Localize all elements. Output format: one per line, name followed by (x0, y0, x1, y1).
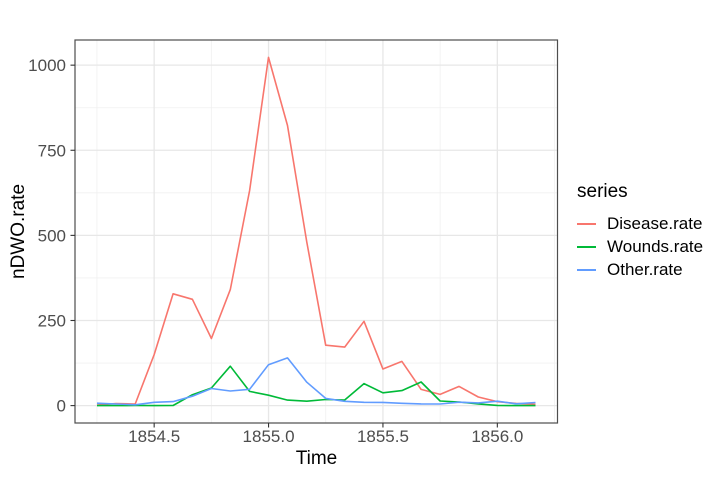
legend: series Disease.rate Wounds.rate Other.rate (577, 181, 703, 281)
legend-entry-other-rate: Other.rate (577, 258, 703, 281)
legend-entries: Disease.rate Wounds.rate Other.rate (577, 212, 703, 281)
panel-border (74, 39, 559, 424)
y-axis-title: nDWO.rate (8, 183, 29, 280)
legend-entry-disease-rate: Disease.rate (577, 212, 703, 235)
legend-key-icon (577, 235, 596, 258)
x-axis-title: Time (295, 448, 338, 469)
panel-background (75, 40, 558, 423)
series-line-disease-rate (96, 56, 536, 406)
legend-key-line (577, 268, 596, 271)
y-tick-label: 500 (38, 226, 66, 245)
y-tick-label: 1000 (28, 56, 66, 75)
y-tick-label: 0 (57, 397, 66, 416)
legend-title: series (577, 181, 628, 202)
x-tick-label: 1856.0 (471, 427, 523, 446)
legend-label: Wounds.rate (607, 236, 704, 256)
legend-key-line (577, 245, 596, 248)
series-line-other-rate (96, 357, 536, 406)
legend-key-icon (577, 212, 596, 235)
y-tick-label: 250 (38, 311, 66, 330)
legend-label: Disease.rate (607, 213, 703, 233)
legend-key-icon (577, 258, 596, 281)
x-tick-label: 1854.5 (128, 427, 180, 446)
legend-label: Other.rate (607, 259, 683, 279)
x-tick-label: 1855.0 (243, 427, 295, 446)
legend-entry-wounds-rate: Wounds.rate (577, 235, 703, 258)
y-tick-label: 750 (38, 141, 66, 160)
legend-key-line (577, 222, 596, 225)
x-tick-label: 1855.5 (357, 427, 409, 446)
